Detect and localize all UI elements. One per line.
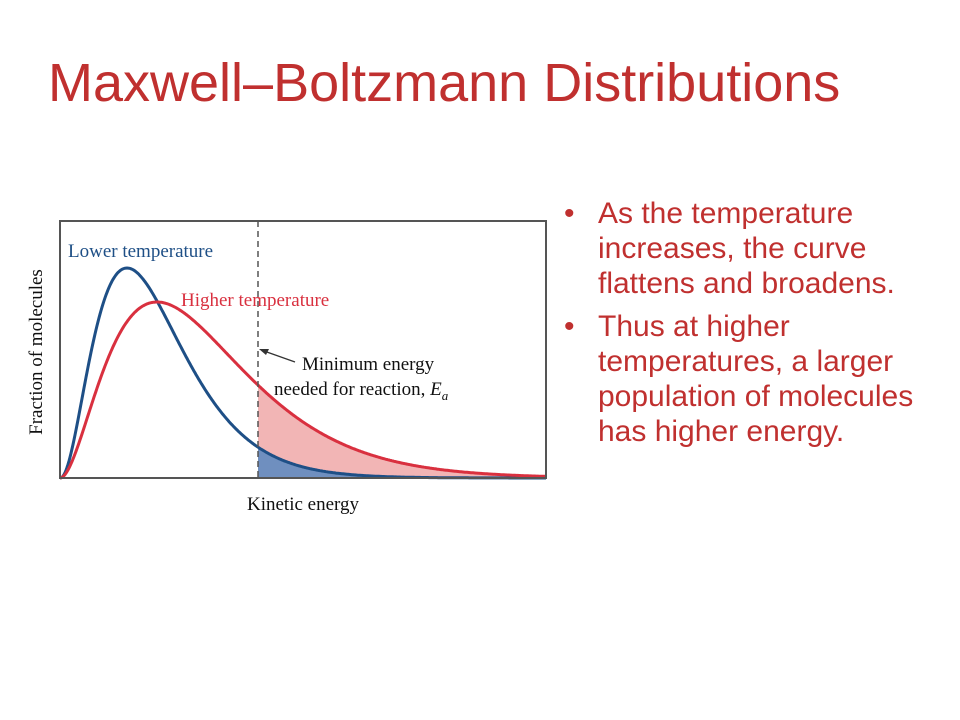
ea-label-line2: needed for reaction, Ea <box>274 379 449 403</box>
slide-title: Maxwell–Boltzmann Distributions <box>48 53 841 113</box>
bullet-item: Thus at higher temperatures, a larger po… <box>562 309 942 449</box>
ea-symbol: E <box>429 379 442 400</box>
bullet-item: As the temperature increases, the curve … <box>562 196 942 301</box>
ea-pointer-arrow <box>259 349 296 363</box>
ea-label-text: needed for reaction, <box>274 379 430 400</box>
plot-frame <box>59 220 547 479</box>
ea-subscript: a <box>442 388 449 403</box>
ea-label-line1: Minimum energy <box>302 354 435 375</box>
higher-temperature-curve <box>59 300 547 480</box>
lower-temperature-tail-area <box>258 447 546 478</box>
y-axis-label: Fraction of molecules <box>26 269 47 435</box>
higher-temperature-tail-area <box>258 385 546 478</box>
lower-temperature-label: Lower temperature <box>68 241 213 262</box>
bullet-list: As the temperature increases, the curve … <box>562 196 942 457</box>
higher-temperature-label: Higher temperature <box>181 290 329 311</box>
x-axis-label: Kinetic energy <box>247 494 360 515</box>
